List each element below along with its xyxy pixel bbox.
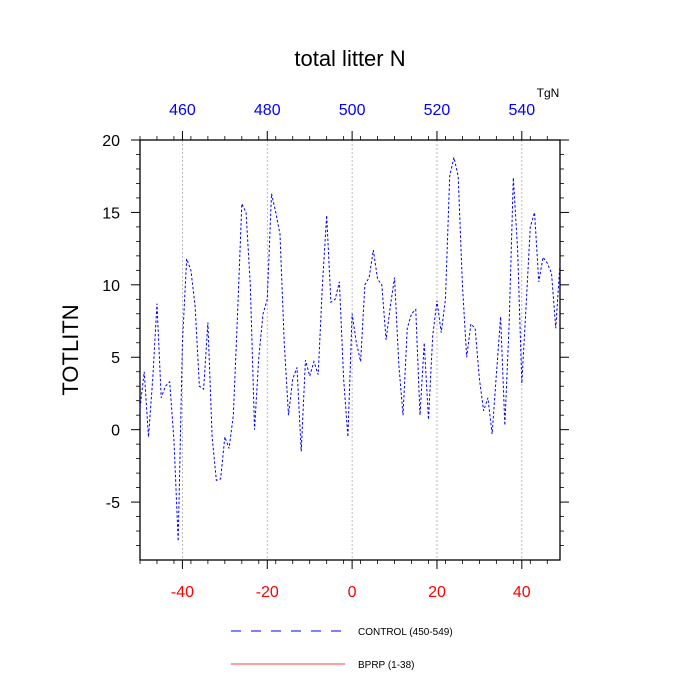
y-tick-label: 15 bbox=[102, 205, 120, 222]
x-tick-label-bottom: 0 bbox=[348, 584, 357, 601]
x-tick-label-top: 520 bbox=[424, 102, 451, 119]
y-tick-label: 10 bbox=[102, 278, 120, 295]
legend-label-bprp: BPRP (1-38) bbox=[358, 660, 415, 671]
y-tick-label: 5 bbox=[111, 350, 120, 367]
x-tick-label-bottom: 40 bbox=[513, 584, 531, 601]
tick-labels: -40 460 -20 480 0 500 20 520 40 540 20 15 10 5 0 -5 bbox=[102, 102, 535, 601]
gridlines bbox=[182, 140, 523, 560]
series-layer bbox=[139, 157, 561, 542]
y-tick-label: -5 bbox=[106, 495, 120, 512]
y-axis-title: TOTLITN bbox=[58, 304, 83, 395]
x-tick-label-top: 460 bbox=[169, 102, 196, 119]
x-tick-label-top: 540 bbox=[508, 102, 535, 119]
tick-marks bbox=[131, 131, 569, 569]
series-line-control bbox=[139, 157, 561, 542]
legend: CONTROL (450-549) BPRP (1-38) bbox=[231, 627, 453, 671]
x-tick-label-bottom: 20 bbox=[428, 584, 446, 601]
legend-label-control: CONTROL (450-549) bbox=[358, 627, 453, 638]
plot-frame bbox=[139, 139, 561, 561]
x-tick-label-bottom: -40 bbox=[171, 584, 194, 601]
x-tick-label-bottom: -20 bbox=[256, 584, 279, 601]
top-axis-label: TgN bbox=[537, 86, 560, 100]
x-tick-label-top: 480 bbox=[254, 102, 281, 119]
y-tick-label: 0 bbox=[111, 423, 120, 440]
y-tick-label: 20 bbox=[102, 133, 120, 150]
x-tick-label-top: 500 bbox=[339, 102, 366, 119]
chart-title: total litter N bbox=[294, 46, 405, 71]
